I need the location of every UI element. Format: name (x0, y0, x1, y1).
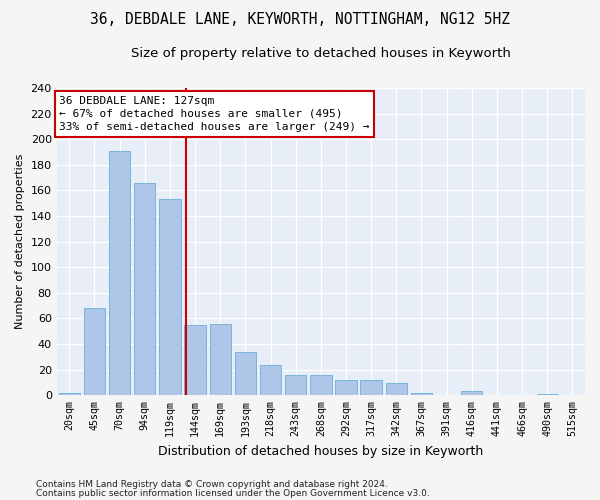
Bar (134, 183, 155, 396)
X-axis label: Distribution of detached houses by size in Keyworth: Distribution of detached houses by size … (158, 444, 484, 458)
Text: 36, DEBDALE LANE, KEYWORTH, NOTTINGHAM, NG12 5HZ: 36, DEBDALE LANE, KEYWORTH, NOTTINGHAM, … (90, 12, 510, 28)
Text: Contains HM Land Registry data © Crown copyright and database right 2024.: Contains HM Land Registry data © Crown c… (36, 480, 388, 489)
Bar (285, 375, 307, 396)
Title: Size of property relative to detached houses in Keyworth: Size of property relative to detached ho… (131, 48, 511, 60)
Bar (59, 392, 80, 396)
Bar (310, 375, 332, 396)
Bar (536, 394, 558, 396)
Bar (84, 308, 105, 396)
Bar (386, 382, 407, 396)
Bar (335, 380, 356, 396)
Bar (184, 325, 206, 396)
Bar (235, 352, 256, 396)
Bar (159, 200, 181, 396)
Bar (109, 151, 130, 396)
Text: 36 DEBDALE LANE: 127sqm
← 67% of detached houses are smaller (495)
33% of semi-d: 36 DEBDALE LANE: 127sqm ← 67% of detache… (59, 96, 370, 132)
Bar (361, 380, 382, 396)
Y-axis label: Number of detached properties: Number of detached properties (15, 154, 25, 330)
Bar (260, 364, 281, 396)
Text: Contains public sector information licensed under the Open Government Licence v3: Contains public sector information licen… (36, 489, 430, 498)
Bar (461, 392, 482, 396)
Bar (209, 324, 231, 396)
Bar (411, 392, 432, 396)
